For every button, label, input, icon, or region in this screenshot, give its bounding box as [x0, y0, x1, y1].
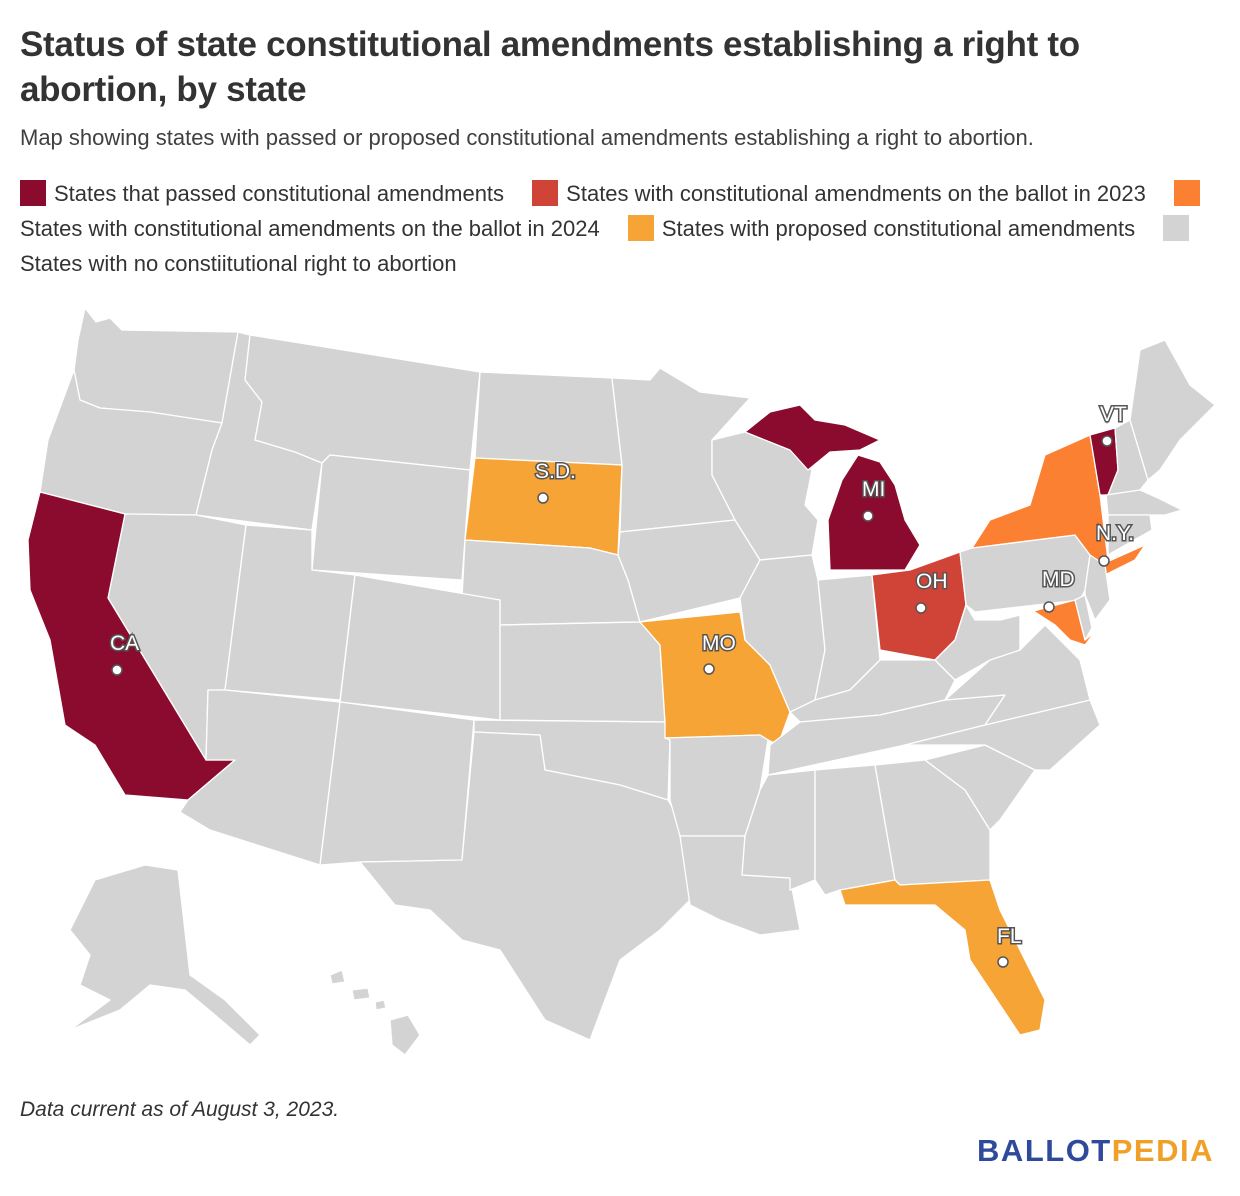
legend-swatch-ballot-2024 [1174, 180, 1200, 206]
marker-ca [111, 664, 123, 676]
label-oh: OH [915, 569, 949, 614]
state-de[interactable] [1074, 594, 1093, 641]
marker-ny [1098, 555, 1110, 567]
state-label-sd: S.D. [535, 460, 576, 483]
label-md: MD [1041, 567, 1076, 613]
footnote: Data current as of August 3, 2023. [20, 1098, 340, 1121]
state-label-mo: MO [702, 632, 736, 655]
legend-label-passed: States that passed constitutional amendm… [54, 181, 505, 206]
state-label-ca: CA [110, 632, 139, 655]
state-hi[interactable] [389, 1014, 421, 1056]
legend-label-ballot-2024: States with constitutional amendments on… [20, 216, 600, 241]
label-mi: MI [861, 477, 887, 522]
state-ia[interactable] [617, 519, 761, 623]
state-mi[interactable] [827, 454, 921, 571]
state-tx[interactable] [359, 731, 691, 1041]
state-hi-islands[interactable] [329, 969, 387, 1011]
state-nd[interactable] [474, 371, 623, 466]
state-label-mi: MI [862, 478, 885, 501]
state-label-vt: VT [1100, 403, 1127, 426]
state-label-ny: N.Y. [1096, 522, 1134, 545]
marker-md [1043, 601, 1055, 613]
legend-label-none: States with no constiitutional right to … [20, 251, 457, 276]
state-label-md: MD [1042, 568, 1075, 591]
marker-oh [915, 602, 927, 614]
label-fl: FL [996, 924, 1023, 968]
label-sd: S.D. [534, 459, 577, 504]
legend-item-passed: States that passed constitutional amendm… [20, 180, 505, 206]
ballotpedia-logo[interactable]: BALLOTPEDIA [977, 1133, 1214, 1169]
legend-item-proposed: States with proposed constitutional amen… [627, 215, 1136, 241]
state-mi-upper[interactable] [744, 404, 881, 471]
legend-item-ballot-2024: States with constitutional amendments on… [20, 180, 1208, 241]
label-ny: N.Y. [1095, 521, 1136, 567]
legend-item-none: States with no constiitutional right to … [20, 215, 1197, 276]
state-fl[interactable] [839, 879, 1046, 1036]
chart-title: Status of state constitutional amendment… [20, 25, 1080, 109]
legend-swatch-none [1163, 215, 1190, 241]
legend-label-proposed: States with proposed constitutional amen… [661, 216, 1136, 241]
chart-subtitle: Map showing states with passed or propos… [20, 125, 1034, 150]
marker-mo [703, 663, 715, 675]
state-ks[interactable] [499, 621, 666, 723]
state-mt[interactable] [244, 334, 481, 471]
state-ms[interactable] [741, 769, 816, 891]
us-map: CA S.D. MI VT N.Y. OH MD MO FL [27, 307, 1216, 1056]
marker-mi [862, 510, 874, 522]
label-vt: VT [1099, 402, 1129, 447]
legend-swatch-passed [20, 180, 46, 206]
state-wy[interactable] [311, 454, 471, 581]
logo-part-ballot: BALLOT [977, 1133, 1112, 1168]
state-ak[interactable] [69, 864, 261, 1046]
state-me[interactable] [1129, 339, 1216, 481]
legend: States that passed constitutional amendm… [20, 176, 1225, 281]
state-nm[interactable] [319, 701, 475, 866]
state-wa[interactable] [73, 307, 239, 424]
label-mo: MO [701, 631, 737, 675]
state-co[interactable] [339, 574, 501, 721]
legend-swatch-ballot-2023 [532, 180, 559, 206]
legend-label-ballot-2023: States with constitutional amendments on… [566, 181, 1146, 206]
state-ct[interactable] [1107, 514, 1153, 556]
marker-fl [997, 956, 1009, 968]
state-label-fl: FL [997, 925, 1022, 948]
legend-item-ballot-2023: States with constitutional amendments on… [532, 180, 1146, 206]
state-ca[interactable] [27, 491, 236, 801]
marker-vt [1101, 435, 1113, 447]
legend-swatch-proposed [627, 215, 654, 241]
state-nc[interactable] [904, 699, 1101, 771]
marker-sd [537, 492, 549, 504]
label-ca: CA [109, 631, 141, 676]
state-ma[interactable] [1105, 489, 1183, 516]
logo-part-pedia: PEDIA [1111, 1133, 1214, 1168]
state-label-oh: OH [916, 570, 948, 593]
